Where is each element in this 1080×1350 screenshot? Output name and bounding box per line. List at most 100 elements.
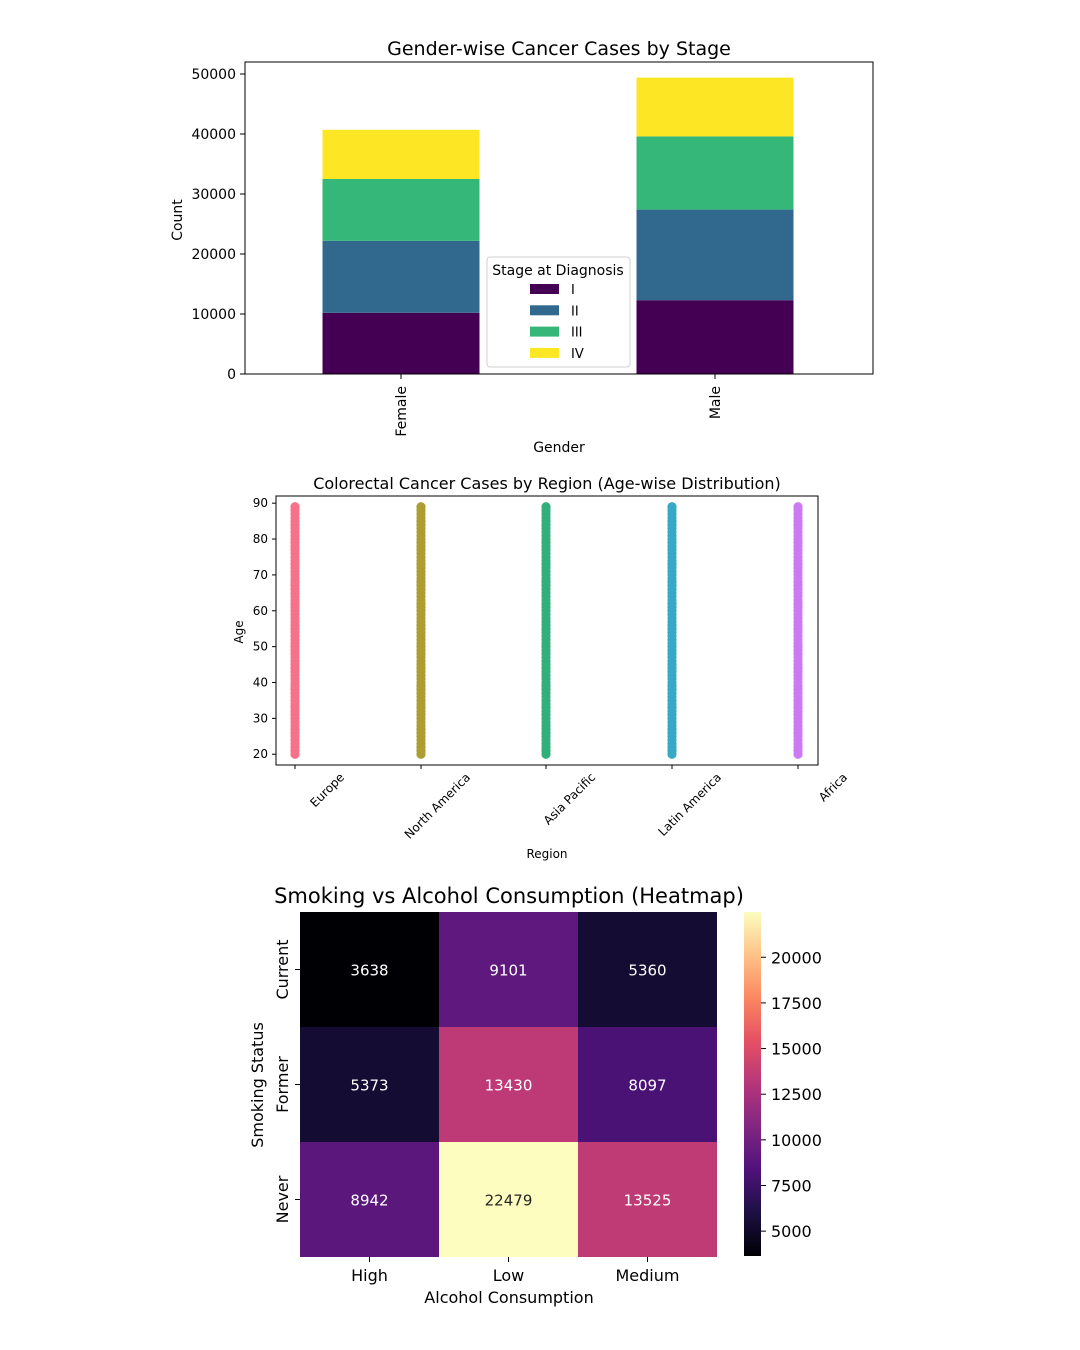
heatmap-cell: [578, 1142, 717, 1257]
chart3-y-ticks: Current Former Never: [273, 939, 300, 1223]
bar-male-stage-2: [636, 209, 794, 301]
legend-swatch-1: [530, 284, 559, 294]
chart1-y-ticks: 0 10000 20000 30000 40000 50000: [191, 67, 245, 383]
chart1-bars: [322, 77, 794, 374]
x-tick-label: Europe: [307, 770, 347, 810]
chart1-plot-frame: [244, 61, 874, 375]
colorbar-tick-label: 15000: [771, 1040, 822, 1059]
legend-label-4: IV: [571, 347, 584, 362]
y-tick-label: 20: [253, 747, 268, 761]
chart2-title: Colorectal Cancer Cases by Region (Age-w…: [313, 474, 781, 493]
heatmap-cell: [439, 912, 578, 1027]
y-tick-label: 70: [253, 568, 268, 582]
x-tick-label: Africa: [816, 770, 850, 804]
chart2-plot-frame: [275, 495, 819, 766]
heatmap-cell-value: 8942: [350, 1192, 388, 1210]
bar-male-stage-3: [636, 136, 794, 210]
heatmap-cell: [439, 1027, 578, 1142]
y-tick-label-never: Never: [273, 1175, 292, 1223]
heatmap-chart: Smoking vs Alcohol Consumption (Heatmap)…: [248, 884, 822, 1307]
legend-swatch-2: [530, 305, 559, 316]
colorbar-tick-label: 20000: [771, 948, 822, 967]
chart1-y-axis-label: Count: [170, 199, 186, 241]
heatmap-cell: [300, 1027, 439, 1142]
heatmap-cell-value: 3638: [350, 962, 388, 980]
data-point: [667, 502, 677, 512]
heatmap-cell-value: 5360: [628, 962, 666, 980]
chart3-title: Smoking vs Alcohol Consumption (Heatmap): [274, 884, 744, 908]
y-tick-label: 60: [253, 604, 268, 618]
legend-label-2: II: [571, 304, 579, 319]
y-tick-label: 80: [253, 532, 268, 546]
x-tick-label: Asia Pacific: [541, 770, 598, 827]
heatmap-cell: [578, 1027, 717, 1142]
strip-scatter-chart: Colorectal Cancer Cases by Region (Age-w…: [232, 474, 850, 861]
bar-female-stage-3: [322, 179, 480, 241]
colorbar-tick-label: 10000: [771, 1131, 822, 1150]
x-tick-label-medium: Medium: [616, 1266, 680, 1285]
y-tick-label: 40: [253, 676, 268, 690]
data-point: [416, 502, 426, 512]
colorbar-gradient: [744, 912, 761, 1256]
colorbar-tick-label: 5000: [771, 1222, 812, 1241]
chart1-title: Gender-wise Cancer Cases by Stage: [387, 38, 731, 60]
bar-male-stage-4: [636, 77, 794, 137]
y-tick-label: 50: [253, 640, 268, 654]
heatmap-cell: [578, 912, 717, 1027]
heatmap-cell-value: 13430: [485, 1077, 533, 1095]
data-point: [541, 502, 551, 512]
legend-label-3: III: [571, 326, 583, 341]
heatmap-cell-value: 13525: [624, 1192, 672, 1210]
heatmap-cell: [439, 1142, 578, 1257]
colorbar-ticks: 5000 7500 10000 12500 15000 17500 20000: [761, 948, 822, 1241]
x-tick-label-low: Low: [493, 1266, 525, 1285]
heatmap-cell-value: 9101: [489, 962, 527, 980]
chart3-x-ticks: High Low Medium: [351, 1257, 679, 1285]
data-point: [290, 502, 300, 512]
chart3-y-axis-label: Smoking Status: [248, 1022, 267, 1148]
x-tick-label-male: Male: [708, 386, 724, 419]
points-north-america: [416, 502, 426, 759]
y-tick-label: 90: [253, 496, 268, 510]
x-tick-label-female: Female: [394, 386, 410, 437]
chart2-y-ticks: 20 30 40 50 60 70 80 90: [253, 496, 276, 761]
y-tick-label: 20000: [191, 247, 236, 263]
bar-female-stage-2: [322, 240, 480, 313]
data-point: [793, 502, 803, 512]
heatmap-cell-value: 5373: [350, 1077, 388, 1095]
bar-female-stage-1: [322, 312, 480, 374]
y-tick-label: 30000: [191, 187, 236, 203]
y-tick-label: 30: [253, 711, 268, 725]
chart2-x-ticks: Europe North America Asia Pacific Latin Ame…: [294, 765, 850, 842]
heatmap-cell-value: 22479: [485, 1192, 533, 1210]
points-asia-pacific: [541, 502, 551, 759]
chart1-x-ticks: Female Male: [394, 374, 724, 437]
points-europe: [290, 502, 300, 759]
bar-female-stage-4: [322, 129, 480, 179]
x-tick-label-high: High: [351, 1266, 388, 1285]
y-tick-label: 0: [227, 367, 236, 383]
x-tick-label: North America: [402, 770, 473, 841]
y-tick-label-current: Current: [273, 939, 292, 999]
legend-title: Stage at Diagnosis: [492, 263, 623, 279]
legend-swatch-3: [530, 326, 559, 337]
chart1-x-axis-label: Gender: [533, 440, 585, 456]
points-africa: [793, 502, 803, 759]
heatmap-cell-value: 8097: [628, 1077, 666, 1095]
colorbar-tick-label: 12500: [771, 1085, 822, 1104]
chart2-points: [290, 502, 803, 759]
colorbar-tick-label: 7500: [771, 1176, 812, 1195]
chart2-x-axis-label: Region: [526, 847, 567, 861]
points-latin-america: [667, 502, 677, 759]
heatmap-cells: 3638 9101 5360 5373 13430 8097 8942 22479 13525: [300, 912, 717, 1257]
y-tick-label: 10000: [191, 307, 236, 323]
y-tick-label: 50000: [191, 67, 236, 83]
legend-label-1: I: [571, 283, 575, 298]
colorbar-tick-label: 17500: [771, 994, 822, 1013]
stacked-bar-chart: Gender-wise Cancer Cases by Stage 0 10000…: [170, 38, 874, 456]
colorbar: 5000 7500 10000 12500 15000 17500 20000: [744, 912, 822, 1256]
chart2-y-axis-label: Age: [232, 620, 246, 643]
